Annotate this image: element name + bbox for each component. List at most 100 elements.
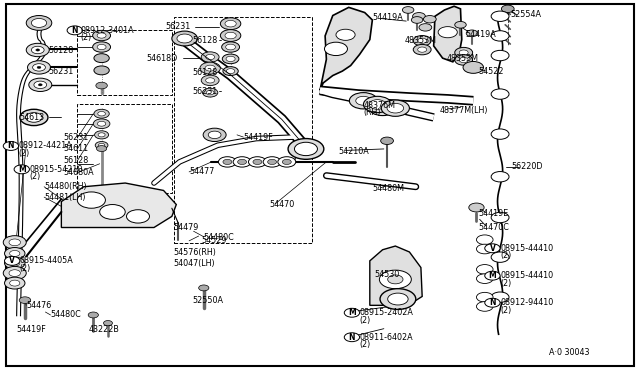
Text: 54210A: 54210A (338, 147, 369, 156)
Circle shape (356, 96, 371, 105)
Text: 54613: 54613 (20, 113, 45, 122)
Polygon shape (434, 6, 462, 62)
Circle shape (222, 54, 239, 64)
Circle shape (3, 266, 26, 280)
Circle shape (468, 203, 484, 212)
Circle shape (93, 31, 111, 41)
Circle shape (26, 43, 49, 57)
Text: 08911-6402A: 08911-6402A (360, 333, 413, 342)
Circle shape (491, 50, 509, 61)
Text: 56128: 56128 (192, 68, 218, 77)
Circle shape (237, 159, 246, 164)
Text: 54470C: 54470C (478, 223, 509, 232)
Circle shape (172, 31, 197, 46)
Circle shape (223, 159, 232, 164)
Circle shape (424, 16, 436, 23)
Circle shape (388, 293, 408, 305)
Circle shape (364, 96, 392, 113)
Text: (2): (2) (500, 279, 511, 288)
Circle shape (19, 297, 31, 304)
Polygon shape (370, 246, 422, 305)
Circle shape (26, 16, 52, 31)
Text: 48376M: 48376M (364, 101, 396, 110)
Circle shape (380, 270, 412, 289)
Circle shape (412, 17, 423, 23)
Circle shape (10, 250, 20, 256)
Circle shape (349, 93, 378, 109)
Circle shape (491, 31, 509, 41)
Circle shape (455, 47, 472, 58)
Circle shape (67, 26, 83, 35)
Circle shape (77, 192, 106, 208)
Text: M: M (488, 271, 496, 280)
Text: 56220D: 56220D (511, 162, 543, 171)
Text: 56128: 56128 (192, 36, 218, 45)
Circle shape (476, 292, 493, 302)
Circle shape (226, 56, 235, 61)
Circle shape (419, 24, 432, 31)
Text: 54480C: 54480C (204, 233, 234, 243)
Text: 08915-44410: 08915-44410 (500, 244, 553, 253)
Text: A·0 30043: A·0 30043 (548, 347, 589, 356)
Text: N: N (8, 141, 14, 151)
Circle shape (4, 247, 25, 259)
Circle shape (201, 52, 219, 62)
Circle shape (4, 256, 20, 265)
Circle shape (467, 30, 477, 37)
Circle shape (3, 141, 19, 150)
Text: 54047(LH): 54047(LH) (173, 259, 215, 268)
Circle shape (413, 13, 426, 20)
Circle shape (476, 302, 493, 311)
Text: 54477: 54477 (189, 167, 214, 176)
Circle shape (491, 212, 509, 223)
Circle shape (94, 109, 109, 118)
Circle shape (99, 143, 105, 147)
Circle shape (223, 67, 238, 76)
Circle shape (226, 44, 236, 50)
Text: 54419A: 54419A (466, 30, 497, 39)
Circle shape (37, 66, 41, 68)
Circle shape (206, 90, 214, 95)
Text: 08915-44410: 08915-44410 (500, 271, 553, 280)
Circle shape (225, 32, 236, 39)
Circle shape (9, 270, 20, 276)
Circle shape (97, 121, 106, 126)
Circle shape (208, 131, 221, 138)
Text: 08915-4405A: 08915-4405A (20, 256, 74, 265)
Circle shape (484, 298, 500, 307)
Circle shape (205, 65, 215, 71)
Circle shape (336, 29, 355, 40)
Circle shape (95, 131, 109, 139)
Circle shape (418, 38, 427, 43)
Circle shape (463, 61, 483, 73)
Bar (174, 17, 312, 243)
Text: (2): (2) (29, 172, 41, 181)
Circle shape (460, 50, 468, 55)
Text: 08912-4421A: 08912-4421A (19, 141, 72, 151)
Circle shape (4, 277, 25, 289)
Circle shape (31, 46, 44, 54)
Circle shape (9, 239, 20, 246)
Text: 56231: 56231 (49, 67, 74, 76)
Circle shape (413, 44, 431, 55)
Circle shape (455, 55, 472, 65)
Circle shape (96, 82, 108, 89)
Bar (77, 105, 172, 193)
Circle shape (501, 5, 514, 13)
Circle shape (200, 62, 220, 74)
Circle shape (484, 244, 500, 253)
Circle shape (3, 235, 26, 249)
Text: (2): (2) (500, 306, 511, 315)
Circle shape (127, 210, 150, 223)
Circle shape (233, 157, 251, 167)
Text: N: N (349, 333, 355, 342)
Circle shape (381, 100, 410, 116)
Circle shape (455, 22, 467, 28)
Circle shape (31, 19, 47, 28)
Circle shape (381, 137, 394, 144)
Text: (2): (2) (360, 316, 371, 325)
Text: 54480(RH): 54480(RH) (44, 182, 87, 191)
Circle shape (218, 157, 236, 167)
Text: 54470: 54470 (269, 200, 294, 209)
Circle shape (94, 54, 109, 62)
